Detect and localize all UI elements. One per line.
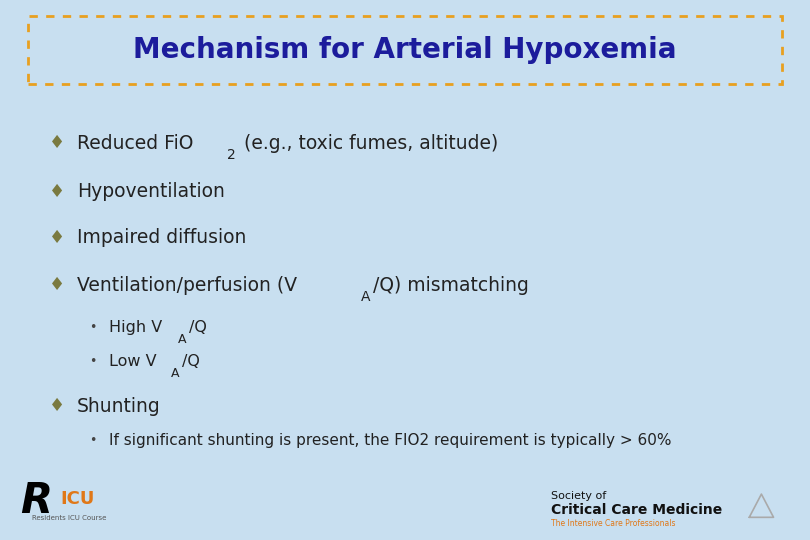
- Text: Shunting: Shunting: [77, 396, 160, 416]
- Text: /Q) mismatching: /Q) mismatching: [373, 275, 529, 295]
- Text: Critical Care Medicine: Critical Care Medicine: [551, 503, 722, 517]
- Text: High V: High V: [109, 320, 163, 335]
- Text: Mechanism for Arterial Hypoxemia: Mechanism for Arterial Hypoxemia: [134, 36, 676, 64]
- Text: Reduced FiO: Reduced FiO: [77, 133, 194, 153]
- Text: ♦: ♦: [49, 276, 65, 294]
- Text: Ventilation/perfusion (V: Ventilation/perfusion (V: [77, 275, 297, 295]
- Text: If significant shunting is present, the FIO2 requirement is typically > 60%: If significant shunting is present, the …: [109, 433, 671, 448]
- Text: A: A: [171, 367, 179, 380]
- Text: •: •: [89, 355, 97, 368]
- Text: 2: 2: [227, 148, 236, 162]
- Text: •: •: [89, 321, 97, 334]
- Text: A: A: [361, 290, 370, 304]
- Text: ♦: ♦: [49, 228, 65, 247]
- Text: ♦: ♦: [49, 134, 65, 152]
- Text: /Q: /Q: [181, 354, 199, 369]
- Text: Low V: Low V: [109, 354, 157, 369]
- Text: ♦: ♦: [49, 397, 65, 415]
- Text: •: •: [89, 434, 97, 447]
- Text: ♦: ♦: [49, 183, 65, 201]
- Text: Society of: Society of: [551, 491, 606, 501]
- Text: A: A: [178, 333, 186, 346]
- Text: The Intensive Care Professionals: The Intensive Care Professionals: [551, 519, 676, 528]
- Text: /Q: /Q: [189, 320, 207, 335]
- FancyBboxPatch shape: [28, 16, 782, 84]
- Text: R: R: [20, 480, 53, 522]
- Text: Hypoventilation: Hypoventilation: [77, 182, 225, 201]
- Text: Impaired diffusion: Impaired diffusion: [77, 228, 246, 247]
- Text: ICU: ICU: [61, 490, 95, 509]
- Text: (e.g., toxic fumes, altitude): (e.g., toxic fumes, altitude): [238, 133, 499, 153]
- Text: Residents ICU Course: Residents ICU Course: [32, 515, 107, 522]
